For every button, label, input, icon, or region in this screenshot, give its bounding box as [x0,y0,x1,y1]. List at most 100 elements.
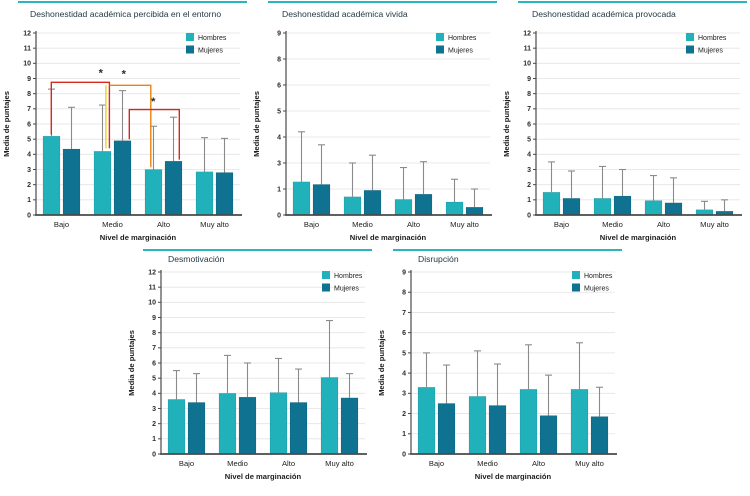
x-category-label-bajo: Bajo [304,220,319,229]
legend-swatch-mujeres [686,45,694,54]
bar-mujeres-bajo [562,198,581,216]
bar-hombres-muy-alto [570,389,589,455]
bar-hombres-medio [593,198,612,216]
bar-hombres-muy-alto [320,377,339,455]
bar-hombres-medio [468,396,487,455]
bar-mujeres-medio [488,405,507,455]
y-tick-label: 1 [527,197,531,204]
bar-hombres-medio [343,196,362,216]
legend-label-mujeres: Mujeres [698,48,723,55]
y-tick-label: 4 [152,391,156,398]
y-tick-label: 7 [152,345,156,352]
y-tick-label: 0 [277,212,281,219]
bar-hombres-alto [394,199,413,216]
y-tick-label: 8 [527,91,531,98]
bar-mujeres-bajo [312,184,331,216]
legend-swatch-mujeres [322,283,330,292]
legend-label-mujeres: Mujeres [334,286,359,293]
bar-mujeres-alto [414,193,433,216]
y-axis-title: Media de puntajes [252,91,261,157]
x-category-label-muy-alto: Muy alto [325,459,354,468]
y-tick-label: 0 [402,451,406,458]
bar-hombres-alto [269,392,288,455]
y-tick-label: 3 [277,160,281,167]
y-tick-label: 5 [27,137,31,144]
y-tick-label: 3 [152,406,156,413]
significance-bracket [109,84,152,168]
significance-bracket [128,108,181,160]
y-tick-label: 8 [402,290,406,297]
legend-swatch-hombres [436,33,444,41]
bar-hombres-medio [218,393,237,455]
y-tick-label: 2 [27,182,31,189]
y-tick-label: 7 [402,310,406,317]
legend-label-hombres: Hombres [698,35,727,42]
legend-label-mujeres: Mujeres [448,48,473,55]
chart-percibida: Deshonestidad académica percibida en el … [2,1,247,242]
y-tick-label: 5 [402,350,406,357]
y-tick-label: 9 [152,315,156,322]
y-tick-label: 4 [277,134,281,141]
y-tick-label: 0 [527,212,531,219]
legend-swatch-mujeres [436,45,444,54]
y-tick-label: 6 [27,121,31,128]
y-tick-label: 5 [152,376,156,383]
bar-mujeres-bajo [187,402,206,455]
x-category-label-muy-alto: Muy alto [200,220,229,229]
y-tick-label: 3 [527,167,531,174]
y-tick-label: 8 [27,91,31,98]
x-category-label-alto: Alto [157,220,170,229]
y-tick-label: 5 [527,137,531,144]
legend-label-hombres: Hombres [448,35,477,42]
y-tick-label: 1 [152,436,156,443]
bar-mujeres-medio [363,190,382,216]
bar-hombres-bajo [542,192,561,216]
x-category-label-bajo: Bajo [554,220,569,229]
significance-star: * [99,68,104,80]
bar-mujeres-muy-alto [465,206,484,216]
y-axis-title: Media de puntajes [502,91,511,157]
bar-hombres-bajo [417,387,436,455]
legend-swatch-mujeres [186,45,194,54]
bar-mujeres-muy-alto [590,416,609,455]
y-tick-label: 1 [27,197,31,204]
legend-swatch-hombres [322,271,330,279]
significance-star: * [122,68,127,80]
x-category-label-medio: Medio [227,459,248,468]
x-axis-title: Nivel de marginación [475,472,552,481]
chart-title: Desmotivación [168,254,225,264]
bar-hombres-alto [644,200,663,216]
legend-label-hombres: Hombres [198,35,227,42]
y-tick-label: 4 [402,371,406,378]
y-axis-title: Media de puntajes [377,330,386,396]
y-tick-label: 10 [23,61,31,68]
legend-swatch-hombres [686,33,694,41]
legend-label-mujeres: Mujeres [198,48,223,55]
y-tick-label: 6 [527,121,531,128]
y-tick-label: 2 [402,411,406,418]
y-tick-label: 1 [402,431,406,438]
y-tick-label: 9 [277,30,281,37]
legend-swatch-hombres [572,271,580,279]
y-tick-label: 4 [527,152,531,159]
bar-mujeres-muy-alto [340,397,359,455]
x-category-label-muy-alto: Muy alto [575,459,604,468]
x-category-label-alto: Alto [532,459,545,468]
chart-title: Deshonestidad académica percibida en el … [30,9,221,19]
x-axis-title: Nivel de marginación [225,472,302,481]
y-tick-label: 6 [277,82,281,89]
chart-disrupcion: Disrupción 0 1 2 3 4 5 6 7 8 9 Bajo Medio Alto Muy alt… [377,249,622,481]
y-tick-label: 7 [527,106,531,113]
y-tick-label: 3 [402,391,406,398]
x-category-label-alto: Alto [407,220,420,229]
y-tick-label: 2 [152,421,156,428]
y-tick-label: 4 [27,152,31,159]
y-tick-label: 12 [148,269,156,276]
x-category-label-medio: Medio [102,220,123,229]
x-category-label-bajo: Bajo [429,459,444,468]
bar-hombres-bajo [292,181,311,216]
chart-title: Deshonestidad académica vivida [282,9,408,19]
x-category-label-medio: Medio [477,459,498,468]
y-tick-label: 0 [152,451,156,458]
significance-star: * [151,96,156,108]
